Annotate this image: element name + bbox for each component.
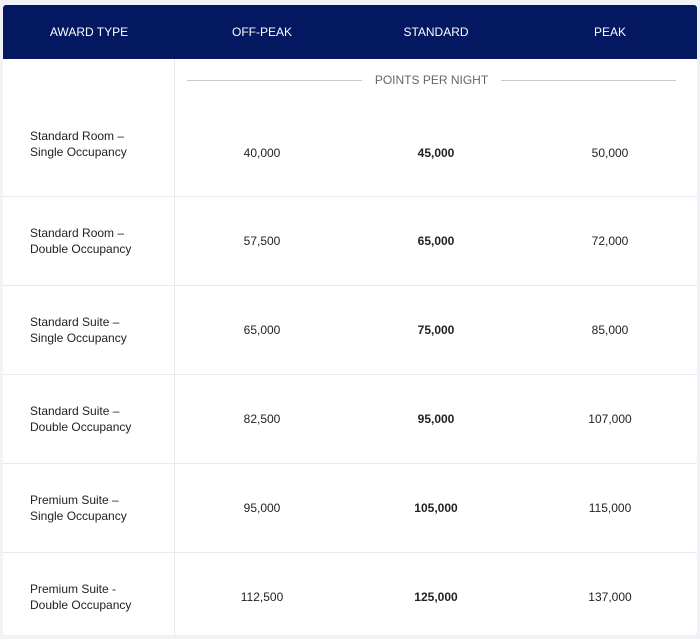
peak-cell-text: 72,000: [591, 234, 629, 248]
peak-cell: 72,000: [523, 197, 697, 285]
standard-cell: 65,000: [349, 197, 523, 285]
off-peak-cell-text: 57,500: [243, 234, 281, 248]
peak-cell-text: 115,000: [588, 501, 632, 515]
off-peak-cell-text: 65,000: [243, 323, 281, 337]
award-type-cell-text: Premium Suite – Single Occupancy: [30, 493, 127, 523]
standard-cell: 125,000: [349, 553, 523, 635]
award-type-cell-text: Premium Suite - Double Occupancy: [30, 582, 132, 612]
divider-line: [501, 79, 676, 81]
standard-cell-text: 45,000: [417, 146, 455, 160]
award-type-cell-text: Standard Room – Single Occupancy: [30, 129, 127, 159]
divider-line: [187, 79, 362, 81]
award-type-cell: Standard Suite – Single Occupancy: [3, 286, 175, 374]
peak-cell: 85,000: [523, 286, 697, 374]
off-peak-cell: 40,000: [175, 59, 349, 196]
header-award-type: AWARD TYPE: [49, 25, 129, 39]
award-type-cell: Standard Room – Double Occupancy: [3, 197, 175, 285]
table-row: Premium Suite - Double Occupancy 112,500 1…: [3, 553, 697, 635]
table-body: Standard Room – Single Occupancy 40,000 45…: [3, 59, 697, 635]
off-peak-cell: 57,500: [175, 197, 349, 285]
peak-cell: 50,000: [523, 59, 697, 196]
award-type-cell: Premium Suite – Single Occupancy: [3, 464, 175, 552]
peak-cell-text: 85,000: [591, 323, 629, 337]
award-type-cell-text: Standard Suite – Single Occupancy: [30, 315, 127, 345]
standard-cell: 105,000: [349, 464, 523, 552]
standard-cell: 75,000: [349, 286, 523, 374]
off-peak-cell-text: 40,000: [243, 146, 281, 160]
off-peak-cell: 95,000: [175, 464, 349, 552]
standard-cell-text: 95,000: [417, 412, 455, 426]
award-type-cell-text: Standard Suite – Double Occupancy: [30, 404, 132, 434]
award-type-cell: Standard Room – Single Occupancy: [3, 59, 175, 196]
table-header: AWARD TYPE OFF-PEAK STANDARD PEAK: [3, 5, 697, 59]
standard-cell: 45,000: [349, 59, 523, 196]
table-row: Premium Suite – Single Occupancy 95,000 10…: [3, 464, 697, 553]
table-row: Standard Suite – Double Occupancy 82,500 9…: [3, 375, 697, 464]
off-peak-cell: 112,500: [175, 553, 349, 635]
header-off-peak: OFF-PEAK: [231, 25, 292, 39]
table-row: Standard Room – Single Occupancy 40,000 45…: [3, 59, 697, 197]
peak-cell-text: 107,000: [588, 412, 632, 426]
points-per-night-divider: POINTS PER NIGHT: [187, 73, 676, 87]
award-type-cell: Premium Suite - Double Occupancy: [3, 553, 175, 635]
standard-cell-text: 75,000: [417, 323, 455, 337]
award-type-cell-text: Standard Room – Double Occupancy: [30, 226, 132, 256]
points-per-night-label: POINTS PER NIGHT: [374, 73, 489, 87]
peak-cell: 137,000: [523, 553, 697, 635]
table-row: Standard Room – Double Occupancy 57,500 65…: [3, 197, 697, 286]
off-peak-cell: 82,500: [175, 375, 349, 463]
header-peak: PEAK: [593, 25, 626, 39]
off-peak-cell-text: 95,000: [243, 501, 281, 515]
peak-cell: 115,000: [523, 464, 697, 552]
standard-cell: 95,000: [349, 375, 523, 463]
standard-cell-text: 105,000: [414, 501, 458, 515]
award-table: AWARD TYPE OFF-PEAK STANDARD PEAK Standa…: [3, 5, 697, 635]
standard-cell-text: 65,000: [417, 234, 455, 248]
header-standard: STANDARD: [403, 25, 469, 39]
off-peak-cell: 65,000: [175, 286, 349, 374]
peak-cell-text: 137,000: [588, 590, 632, 604]
peak-cell: 107,000: [523, 375, 697, 463]
peak-cell-text: 50,000: [591, 146, 629, 160]
table-row: Standard Suite – Single Occupancy 65,000 7…: [3, 286, 697, 375]
off-peak-cell-text: 112,500: [240, 590, 284, 604]
award-type-cell: Standard Suite – Double Occupancy: [3, 375, 175, 463]
standard-cell-text: 125,000: [414, 590, 458, 604]
off-peak-cell-text: 82,500: [243, 412, 281, 426]
